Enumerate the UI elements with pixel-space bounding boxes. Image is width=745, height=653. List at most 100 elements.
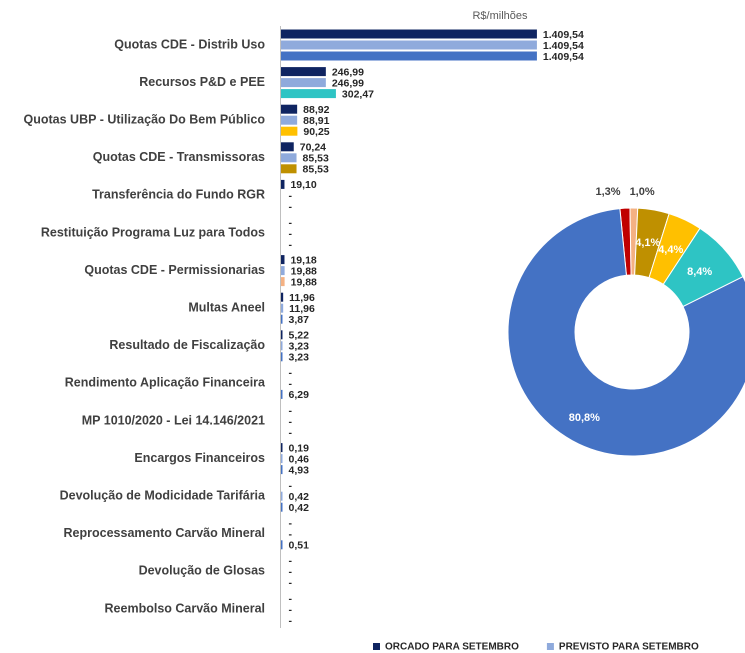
category-label: Encargos Financeiros	[134, 451, 265, 465]
value-label: 3,23	[289, 352, 310, 364]
value-label: -	[289, 593, 293, 605]
value-label: 4,93	[289, 464, 310, 476]
legend-label: ORCADO PARA SETEMBRO	[385, 642, 519, 653]
value-label: -	[289, 405, 293, 417]
category-label: Quotas CDE - Permissionarias	[84, 263, 265, 277]
category-label: Reembolso Carvão Mineral	[105, 601, 265, 615]
value-label: -	[289, 228, 293, 240]
value-label: -	[289, 518, 293, 530]
donut-slice	[507, 208, 745, 457]
bar	[281, 330, 283, 340]
value-label: 11,96	[289, 292, 315, 304]
value-label: -	[289, 427, 293, 439]
category-label: Quotas CDE - Transmissoras	[93, 150, 265, 164]
value-label: 19,18	[290, 254, 316, 266]
legend-swatch	[373, 643, 380, 650]
value-label: -	[289, 480, 293, 492]
bar	[281, 29, 537, 39]
bar	[281, 292, 284, 302]
legend-swatch	[546, 643, 554, 650]
value-label: 3,87	[289, 314, 310, 326]
value-label: -	[289, 217, 293, 229]
value-label: 90,25	[303, 126, 329, 138]
value-label: -	[289, 555, 293, 567]
bar	[281, 78, 326, 88]
value-label: 0,19	[289, 442, 310, 454]
category-label: Recursos P&D e PEE	[139, 75, 265, 89]
bar	[281, 443, 283, 453]
value-label: -	[289, 615, 293, 627]
slice-label: 8,4%	[687, 266, 712, 278]
value-label: 246,99	[332, 66, 364, 78]
value-label: 3,23	[289, 341, 310, 353]
value-label: 19,88	[291, 276, 317, 288]
value-label: -	[289, 529, 293, 541]
bar	[281, 314, 283, 324]
axis-label: R$/milhões	[472, 10, 528, 22]
value-label: -	[289, 190, 293, 202]
bar	[281, 502, 283, 512]
value-label: -	[289, 566, 293, 578]
value-label: 0,42	[289, 491, 310, 503]
category-label: MP 1010/2020 - Lei 14.146/2021	[82, 413, 265, 427]
bar	[281, 341, 283, 351]
bar	[281, 352, 283, 362]
value-label: 5,22	[289, 330, 310, 342]
bar	[281, 255, 285, 265]
bar	[281, 454, 283, 464]
bar	[281, 40, 537, 50]
category-label: Restituição Programa Luz para Todos	[41, 225, 265, 239]
value-label: 85,53	[303, 153, 329, 165]
value-label: 1.409,54	[543, 40, 584, 52]
slice-label: 80,8%	[569, 412, 600, 424]
category-label: Resultado de Fiscalização	[109, 338, 265, 352]
bar	[281, 51, 537, 61]
slice-label: 4,4%	[658, 244, 683, 256]
value-label: 1.409,54	[543, 29, 584, 41]
value-label: -	[289, 378, 293, 390]
category-label: Quotas CDE - Distrib Uso	[114, 37, 265, 51]
bar	[281, 491, 283, 501]
value-label: -	[289, 239, 293, 251]
value-label: 302,47	[342, 88, 374, 100]
value-label: -	[289, 577, 293, 589]
bar	[281, 164, 297, 174]
bar	[281, 266, 285, 276]
value-label: 0,42	[289, 502, 310, 514]
value-label: 85,53	[303, 164, 329, 176]
slice-label: 4,1%	[635, 237, 660, 249]
value-label: 246,99	[332, 77, 364, 89]
bar	[281, 277, 285, 287]
bar	[281, 67, 326, 77]
bar	[281, 104, 298, 114]
bar	[281, 153, 297, 163]
value-label: -	[289, 367, 293, 379]
value-label: -	[289, 416, 293, 428]
slice-label: 1,0%	[630, 186, 655, 198]
category-label: Devolução de Glosas	[139, 564, 265, 578]
category-label: Devolução de Modicidade Tarifária	[60, 488, 266, 502]
bar	[281, 179, 285, 189]
legend-label: PREVISTO PARA SETEMBRO	[559, 642, 699, 653]
value-label: -	[289, 201, 293, 213]
value-label: -	[289, 604, 293, 616]
value-label: 11,96	[289, 303, 315, 315]
bar	[281, 89, 336, 99]
bar	[281, 465, 283, 475]
value-label: 88,92	[303, 104, 329, 116]
category-label: Quotas UBP - Utilização Do Bem Público	[24, 112, 266, 126]
bar	[281, 142, 294, 152]
bar	[281, 389, 283, 399]
value-label: 19,10	[290, 179, 316, 191]
value-label: 70,24	[300, 142, 326, 154]
category-label: Rendimento Aplicação Financeira	[65, 376, 266, 390]
value-label: 19,88	[291, 265, 317, 277]
bar	[281, 115, 298, 125]
value-label: 1.409,54	[543, 51, 584, 63]
value-label: 6,29	[289, 389, 310, 401]
category-label: Transferência do Fundo RGR	[92, 188, 265, 202]
value-label: 0,46	[289, 453, 310, 465]
category-label: Reprocessamento Carvão Mineral	[64, 526, 265, 540]
slice-label: 1,3%	[595, 186, 620, 198]
